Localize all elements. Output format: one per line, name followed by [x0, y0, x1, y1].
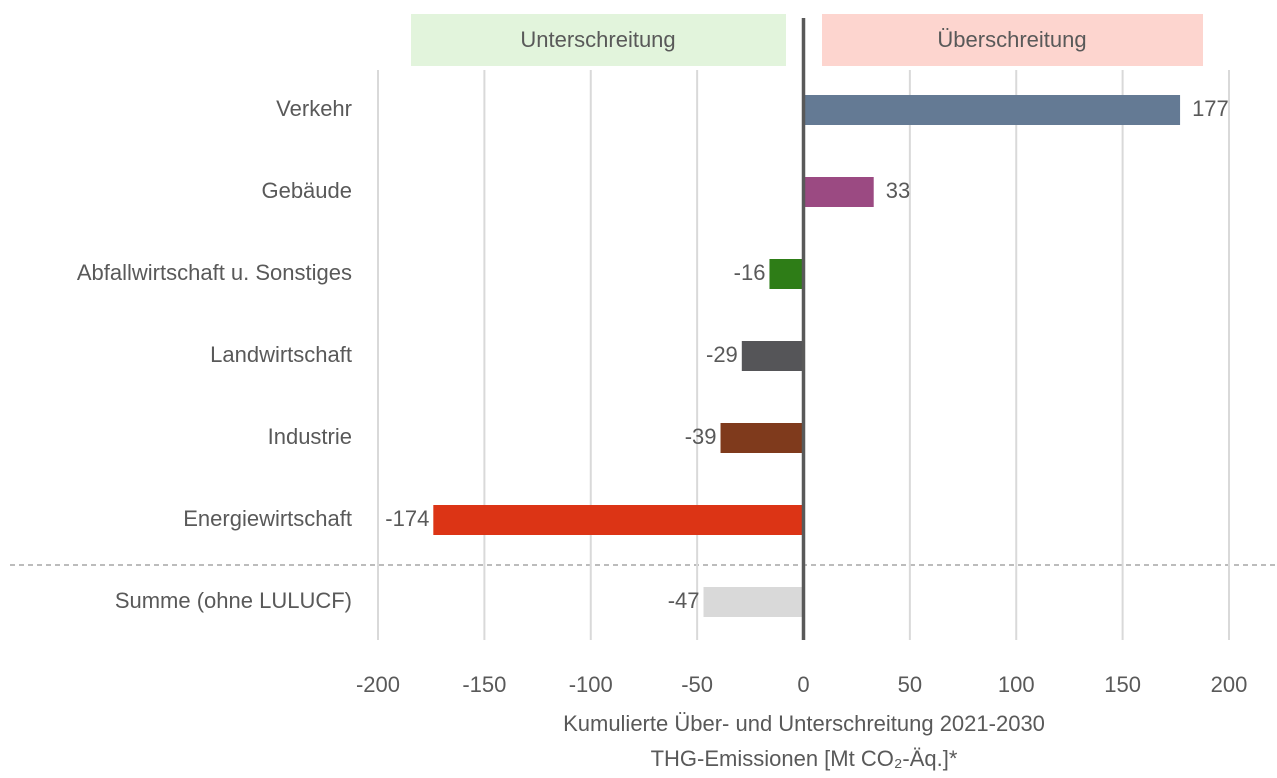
x-tick-label: 0	[797, 672, 809, 697]
y-tick-label: Energiewirtschaft	[183, 506, 352, 531]
data-label: -16	[734, 260, 766, 285]
y-tick-label: Gebäude	[261, 178, 352, 203]
x-tick-label: -150	[462, 672, 506, 697]
x-axis-title: THG-Emissionen [Mt CO₂-Äq.]*	[651, 746, 958, 771]
x-tick-label: -200	[356, 672, 400, 697]
data-label: 33	[886, 178, 910, 203]
bar	[720, 423, 804, 453]
region-box	[822, 14, 1203, 66]
x-tick-label: 150	[1104, 672, 1141, 697]
bar	[803, 177, 874, 207]
y-tick-label: Summe (ohne LULUCF)	[115, 588, 352, 613]
y-tick-label: Industrie	[268, 424, 352, 449]
x-tick-label: -100	[569, 672, 613, 697]
region-label: Überschreitung	[937, 27, 1086, 52]
data-label: -174	[385, 506, 429, 531]
x-tick-label: 50	[898, 672, 922, 697]
y-tick-label: Abfallwirtschaft u. Sonstiges	[77, 260, 352, 285]
x-tick-label: 100	[998, 672, 1035, 697]
region-box	[411, 14, 786, 66]
data-label: -47	[668, 588, 700, 613]
data-label: -29	[706, 342, 738, 367]
data-label: -39	[685, 424, 717, 449]
x-tick-label: -50	[681, 672, 713, 697]
x-tick-label: 200	[1211, 672, 1248, 697]
y-tick-label: Landwirtschaft	[210, 342, 352, 367]
bar	[433, 505, 804, 535]
bar	[741, 341, 804, 371]
bar	[703, 587, 804, 617]
region-label: Unterschreitung	[520, 27, 675, 52]
bar	[769, 259, 804, 289]
data-label: 177	[1192, 96, 1229, 121]
x-axis-title: Kumulierte Über- und Unterschreitung 202…	[563, 711, 1045, 736]
bars	[433, 95, 1181, 617]
bar	[803, 95, 1181, 125]
y-tick-label: Verkehr	[276, 96, 352, 121]
